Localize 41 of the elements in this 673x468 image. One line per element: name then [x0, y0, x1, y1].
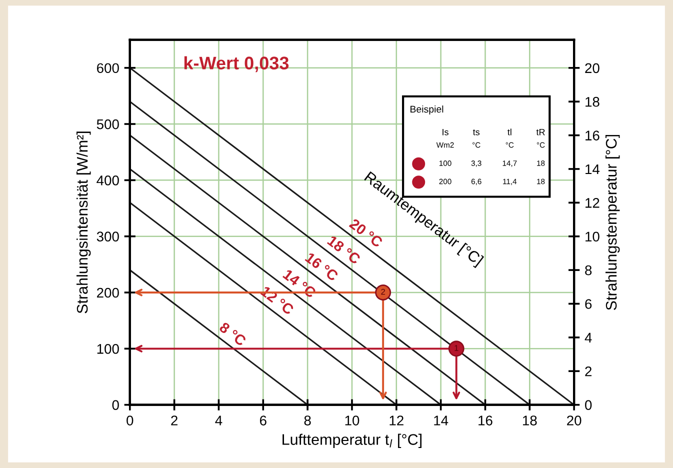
y2-tick-label: 16 [586, 130, 600, 140]
x-axis-title: Lufttemperatur t$_{l}$ [°C] [282, 434, 422, 448]
y-tick-label: 600 [97, 63, 119, 74]
x-tick-label: 18 [522, 416, 537, 426]
annotation: Beispiel [410, 105, 444, 115]
y-tick-label: 400 [96, 176, 119, 186]
x-tick-label: 0 [126, 416, 134, 426]
x-tick-label: 6 [260, 416, 266, 426]
annotation: 2 [381, 288, 385, 295]
y2-axis-title: Strahlungstemperatur [°C] [605, 134, 620, 310]
x-tick-label: 12 [390, 416, 404, 426]
y2-tick-label: 0 [585, 400, 592, 410]
y2-tick-label: 14 [586, 164, 600, 174]
x-tick-label: 10 [345, 416, 360, 426]
text: k-Wert 0,033 [184, 56, 289, 72]
y-tick-label: 200 [97, 288, 119, 298]
y2-tick-label: 20 [585, 63, 600, 74]
y-tick-label: 100 [97, 344, 119, 354]
annotation: 1 [454, 345, 458, 351]
y2-tick-label: 12 [586, 198, 600, 208]
annotation: tl [508, 128, 512, 136]
x-tick-label: 8 [304, 416, 311, 426]
annotation: ts [472, 129, 480, 136]
text: 8 °C [218, 322, 247, 347]
y-tick-label: 500 [96, 119, 119, 130]
annotation: Is [442, 128, 448, 136]
x-tick-label: 4 [215, 416, 222, 426]
y2-tick-label: 10 [586, 232, 600, 242]
x-tick-label: 2 [171, 416, 178, 426]
y2-tick-label: 18 [586, 96, 600, 107]
y2-tick-label: 6 [585, 299, 592, 309]
y-tick-label: 0 [112, 400, 119, 410]
y2-tick-label: 2 [585, 366, 592, 376]
y2-tick-label: 8 [585, 265, 592, 276]
y-axis-title: Strahlungsintensität [W/m²] [76, 132, 91, 314]
annotation: tR [536, 128, 545, 136]
x-tick-label: 14 [434, 416, 448, 426]
y2-tick-label: 4 [584, 332, 592, 342]
x-tick-label: 20 [567, 416, 582, 426]
y-tick-label: 300 [96, 232, 119, 242]
x-tick-label: 16 [478, 416, 492, 426]
